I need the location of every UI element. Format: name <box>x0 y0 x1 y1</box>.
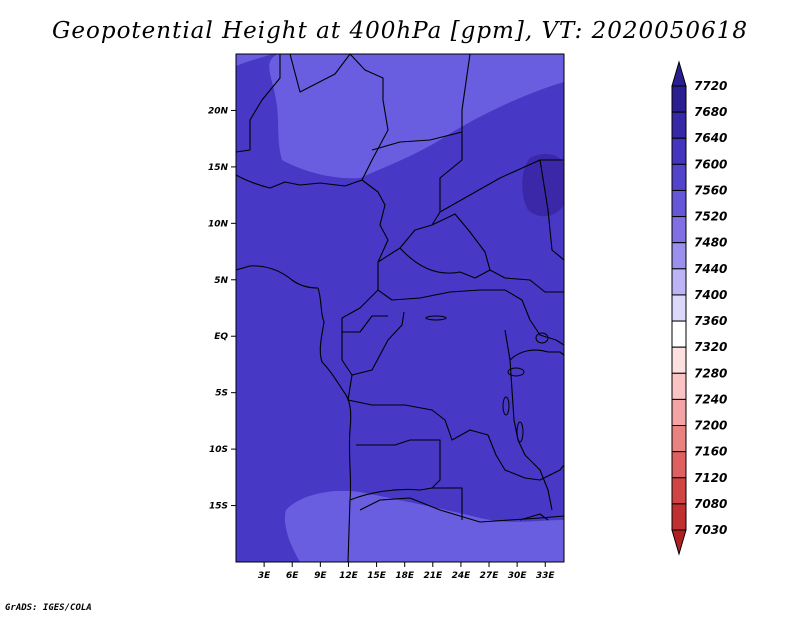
colorbar-segment <box>671 451 687 479</box>
map-area <box>235 53 565 563</box>
colorbar-segment <box>671 346 687 374</box>
y-tick-label: 5S <box>215 389 228 399</box>
colorbar-label: 7400 <box>694 288 727 302</box>
colorbar-label: 7080 <box>694 497 727 511</box>
border-line <box>289 54 351 93</box>
colorbar-segment <box>671 216 687 244</box>
lake-outline <box>502 396 510 416</box>
field-high-patch <box>522 154 564 217</box>
colorbar-label: 7240 <box>694 392 727 406</box>
colorbar-segment <box>671 372 687 400</box>
x-tick-label: 33E <box>536 571 556 581</box>
colorbar-segment <box>671 163 687 191</box>
colorbar-top-arrow <box>671 60 687 87</box>
border-line <box>504 329 526 456</box>
colorbar-segment <box>671 189 687 218</box>
colorbar: 7720 7680 7640 7600 7560 7520 7480 7440 7400 7360… <box>671 60 727 556</box>
colorbar-segment <box>671 398 687 427</box>
border-line <box>519 513 549 521</box>
border-line <box>236 174 363 189</box>
y-tick-label: 10N <box>208 219 229 229</box>
lake-outline <box>425 315 447 321</box>
field-band-south <box>284 490 564 562</box>
x-tick-label: 21E <box>423 571 443 581</box>
colorbar-label: 7280 <box>694 366 727 380</box>
lake-outline <box>507 367 525 377</box>
border-line <box>347 374 489 441</box>
colorbar-label: 7520 <box>694 210 727 224</box>
border-line <box>349 487 433 501</box>
grads-credit: GrADS: IGES/COLA <box>5 603 92 613</box>
border-line <box>377 289 523 301</box>
colorbar-label: 7480 <box>694 236 727 250</box>
colorbar-segment <box>671 425 687 453</box>
border-line <box>399 247 491 279</box>
y-tick-label: 15S <box>209 502 228 512</box>
x-tick-label: 9E <box>314 571 327 581</box>
border-line <box>341 311 405 376</box>
colorbar-segment <box>671 294 687 322</box>
x-tick-label: 15E <box>367 571 387 581</box>
colorbar-label: 7030 <box>694 523 727 537</box>
x-tick-label: 24E <box>452 571 472 581</box>
border-line <box>236 265 319 289</box>
border-line <box>371 54 471 151</box>
chart-title: Geopotential Height at 400hPa [gpm], VT:… <box>52 18 748 44</box>
border-line <box>377 132 463 263</box>
x-tick-label: 3E <box>258 571 271 581</box>
x-tick-label: 12E <box>339 571 359 581</box>
border-line <box>317 287 352 562</box>
colorbar-segment <box>671 137 687 165</box>
colorbar-label: 7360 <box>694 314 727 328</box>
border-line <box>359 497 564 523</box>
map-frame <box>235 53 565 563</box>
x-tick-label: 30E <box>508 571 528 581</box>
colorbar-label: 7680 <box>694 105 727 119</box>
x-tick-label: 27E <box>480 571 500 581</box>
colorbar-segment <box>671 477 687 505</box>
colorbar-bottom-arrow <box>671 529 687 556</box>
border-line <box>356 439 463 520</box>
colorbar-segment <box>671 268 687 296</box>
colorbar-label: 7560 <box>694 183 727 197</box>
x-tick-label: 18E <box>395 571 415 581</box>
lake-outline <box>516 421 524 443</box>
border-line <box>509 349 564 361</box>
x-tick-label: 6E <box>286 571 299 581</box>
colorbar-label: 7600 <box>694 157 727 171</box>
y-tick-label: 20N <box>208 106 229 116</box>
y-tick-label: EQ <box>214 332 228 342</box>
border-line <box>236 54 281 153</box>
field-band-northwest <box>236 54 272 66</box>
colorbar-label: 7640 <box>694 131 727 145</box>
border-line <box>521 299 564 346</box>
lake-outline <box>535 332 549 344</box>
colorbar-segment <box>671 85 687 113</box>
colorbar-label: 7120 <box>694 471 727 485</box>
border-line <box>439 159 564 213</box>
map-axes: 3E 6E 9E 12E 15E 18E 21E 24E 27E 30E 33E 20N 15N 10N 5… <box>208 106 556 581</box>
field-band-north <box>269 54 564 179</box>
colorbar-segment <box>671 503 687 531</box>
y-tick-label: 10S <box>209 445 228 455</box>
colorbar-segment <box>671 111 687 139</box>
border-line <box>341 54 389 319</box>
colorbar-label: 7320 <box>694 340 727 354</box>
border-line <box>524 454 553 511</box>
y-tick-label: 15N <box>208 163 229 173</box>
colorbar-segment <box>671 242 687 270</box>
border-line <box>487 434 564 481</box>
colorbar-segment <box>671 320 687 348</box>
colorbar-label: 7200 <box>694 419 727 433</box>
border-line <box>341 315 388 333</box>
colorbar-label: 7160 <box>694 445 727 459</box>
colorbar-label: 7720 <box>694 79 727 93</box>
border-line <box>539 159 564 261</box>
y-tick-label: 5N <box>214 276 228 286</box>
colorbar-label: 7440 <box>694 262 727 276</box>
